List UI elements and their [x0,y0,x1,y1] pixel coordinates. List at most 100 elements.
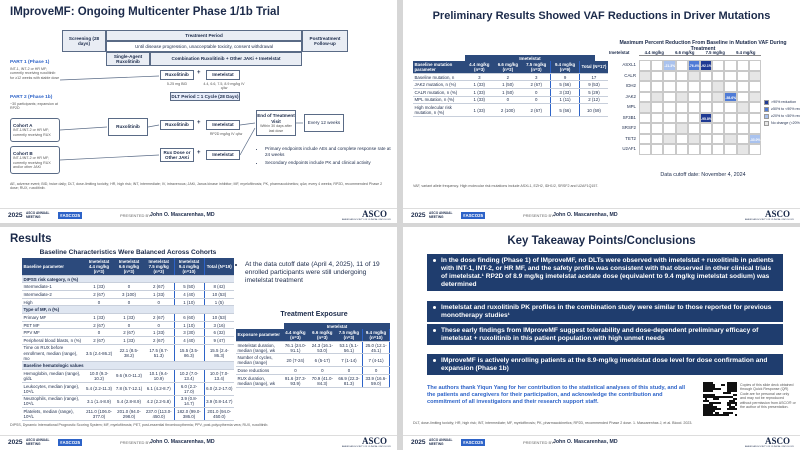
value-cell: 76.1 (24.0-91.1) [282,341,309,355]
heatmap-cell [736,133,749,144]
heatmap-cell [687,102,700,113]
footer-meeting: ASCO ANNUAL MEETING [26,438,50,446]
qr-module [711,406,713,408]
value-cell: 10.2 (7.0-13.4) [173,369,205,383]
presented-by: PRESENTED BY: [120,440,152,445]
heatmap-cell [724,70,737,81]
heatmap-cell [663,144,676,155]
value-cell: 5.4 (2.2-11.3) [84,382,114,396]
qr-module [733,402,735,404]
qr-module [731,396,733,398]
cell-label: -21.3% [664,64,676,68]
data-table: Baseline mutation parameter 4.4 mg/kg (n=… [413,61,608,118]
qr-module [703,384,705,386]
value-cell: 2 (67) [84,336,114,345]
qr-module [713,394,715,396]
qr-module [715,388,717,390]
arrows [59,75,303,161]
qr-module [703,396,705,398]
value-cell: 0 [114,321,144,330]
qr-module [729,400,731,402]
value-cell: 5 (56) [550,80,580,90]
qr-module [707,410,709,412]
qr-code [703,382,737,416]
value-cell: 7 (4-11) [362,353,390,368]
value-cell: 91.6 (37.3-93.9) [282,374,309,388]
presenter: John O. Mascarenhas, MD [553,439,618,445]
qr-module [727,404,729,406]
qr-module [733,398,735,400]
heatmap-cell [663,102,676,113]
footnote: DIPSS, Dynamic International Prognostic … [10,423,269,427]
heatmap-cell [700,91,713,102]
row-label: PPV MF [22,328,84,338]
qr-module [731,386,733,388]
value-cell: 9.6 (9.0-11.2) [114,369,144,383]
row-label: CALR mutation, n (%) [413,88,465,97]
arrow [59,75,160,81]
qr-module [733,394,735,396]
qr-module [707,396,709,398]
footer: 2025 ASCO ANNUAL MEETING #ASCO25 PRESENTED … [403,208,800,223]
gene-label: U2AF1 [622,146,636,151]
value-cell: 24.3 (16.1-53.0) [308,341,336,355]
header-cell: Imetelstat 7.5 mg/kg (n=3) [144,258,174,276]
qr-module [729,404,731,406]
part1-label: PART 1 (Phase 1) [10,60,50,65]
qr-module [713,396,715,398]
qr-module [713,386,715,388]
takeaway-box: Imetelstat and ruxolitinib PK profiles i… [427,301,783,323]
plus-sign: + [197,70,201,76]
heatmap-cell [748,144,761,155]
value-cell: 15.5 (2.4-86.3) [204,344,234,363]
qr-module [707,382,709,384]
heatmap-cell [687,123,700,134]
table-row: CALR mutation, n (%) 1 (33) 1 (50) 0 3 (33) 5… [413,88,608,97]
heatmap-cell [748,70,761,81]
value-cell: 1 (33) [114,336,144,345]
qr-module [715,402,717,404]
value-cell: 1 (33) [465,88,494,97]
qr-module [705,400,707,402]
qr-module [709,404,711,406]
value-cell: 66.9 (22.3-81.3) [335,374,363,388]
heatmap-cell [639,70,652,81]
ime-box: Imetelstat [206,70,240,80]
row-label: PET MF [22,321,84,330]
footer-year: 2025 [411,439,426,446]
gene-label: ASXL1 [622,62,636,67]
qr-module [733,388,735,390]
qr-module [705,386,707,388]
heatmap-cell [639,123,652,134]
qr-module [727,412,729,414]
arrow [239,127,256,156]
qr-module [719,402,721,404]
table-row: JAK2 mutation, n (%) 1 (33) 1 (50) 2 (67) 5 … [413,80,608,90]
value-cell: 0 [282,366,309,375]
value-cell: 1 (50) [493,80,523,90]
qr-module [735,384,737,386]
qr-module [713,388,715,390]
heatmap-cell [675,144,688,155]
heatmap-cell [748,102,761,113]
row-label: Time on RUX before enrollment, median (r… [22,344,84,363]
table-row: Neutrophils, median (range), 10⁹/L 3.1 (1… [22,395,234,409]
qr-module [721,396,723,398]
cell-label: -33.0% [749,137,761,142]
table-row: MPL mutation, n (%) 1 (33) 0 0 1 (11) 2 (12) [413,96,608,105]
heatmap-cell [748,60,761,71]
value-cell: 2 (100) [493,103,523,118]
value-cell: 20 (7-24) [282,353,309,368]
value-cell: 10.0 (9.3-10.2) [84,369,114,383]
value-cell: 1 (33) [144,328,174,338]
asco-logo: ASCO [361,209,387,219]
rux-box-2: Ruxolitinib [160,120,194,130]
row-label: Number of cycles, median (range) [236,353,282,368]
table-row: Hemoglobin, median (range), g/dL 10.0 (9.… [22,369,234,383]
dlt-box: DLT Period = 1 Cycle (28 Days) [170,92,240,101]
table-row: PET MF 2 (67) 0 0 1 (10) 3 (16) [22,321,234,330]
qr-module [705,398,707,400]
heatmap-cell [651,81,664,92]
footer-hashtag: #ASCO25 [461,439,486,446]
heatmap-cell [748,91,761,102]
